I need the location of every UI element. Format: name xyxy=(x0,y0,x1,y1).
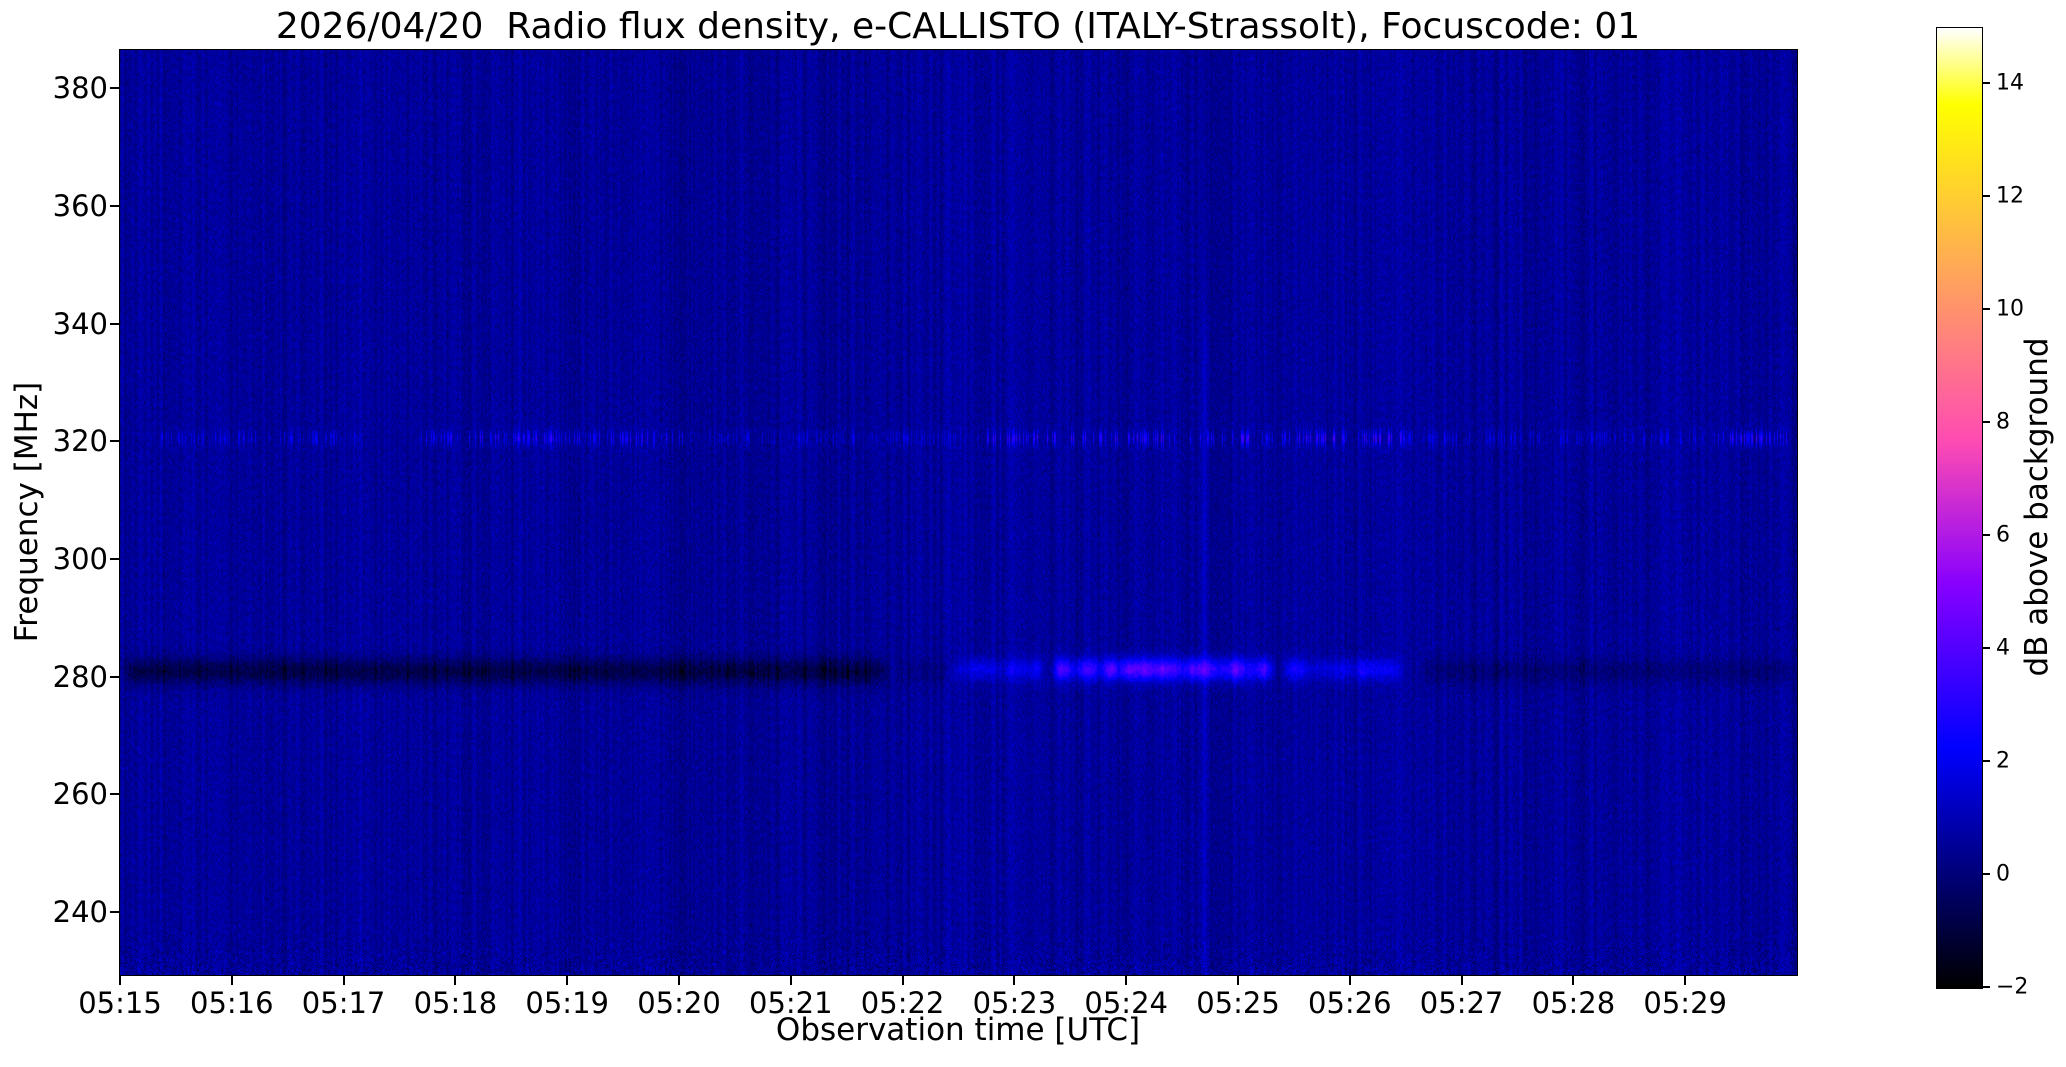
x-axis-label: Observation time [UTC] xyxy=(775,1012,1141,1048)
colorbar-tick-mark xyxy=(1982,82,1990,85)
x-tick-mark xyxy=(1572,976,1575,985)
x-tick-label: 05:21 xyxy=(749,986,833,1020)
colorbar-tick-label: 6 xyxy=(1996,522,2010,548)
colorbar-tick-mark xyxy=(1982,760,1990,763)
y-tick-label: 340 xyxy=(52,306,108,341)
colorbar-tick-mark xyxy=(1982,195,1990,198)
y-tick-label: 300 xyxy=(52,541,108,576)
x-tick-mark xyxy=(1460,976,1463,985)
colorbar-label: dB above background xyxy=(2019,337,2055,677)
colorbar-canvas xyxy=(1937,28,1982,988)
colorbar-tick-mark xyxy=(1982,986,1990,988)
spectrogram-canvas xyxy=(120,50,1797,975)
colorbar-tick-label: 10 xyxy=(1996,296,2024,322)
x-tick-mark xyxy=(1684,976,1687,985)
y-tick-label: 320 xyxy=(52,424,108,459)
x-tick-label: 05:25 xyxy=(1196,986,1280,1020)
colorbar-tick-label: 2 xyxy=(1996,748,2010,774)
x-tick-label: 05:20 xyxy=(637,986,721,1020)
x-tick-mark xyxy=(230,976,233,985)
colorbar-tick-label: 14 xyxy=(1996,70,2024,96)
colorbar-tick-label: 8 xyxy=(1996,409,2010,435)
colorbar-tick-label: −2 xyxy=(1996,974,2029,1000)
x-tick-label: 05:17 xyxy=(301,986,386,1020)
x-tick-mark xyxy=(1237,976,1239,985)
y-tick-mark xyxy=(110,911,119,914)
x-tick-mark xyxy=(566,976,569,985)
x-tick-mark xyxy=(119,976,121,985)
x-tick-label: 05:29 xyxy=(1643,986,1727,1020)
colorbar-tick-mark xyxy=(1982,421,1990,424)
colorbar-tick-mark xyxy=(1982,308,1990,311)
y-tick-label: 240 xyxy=(52,895,108,930)
plot-area xyxy=(119,49,1798,976)
y-tick-mark xyxy=(110,204,119,207)
y-tick-label: 380 xyxy=(52,71,108,106)
y-tick-mark xyxy=(110,322,119,325)
y-tick-mark xyxy=(110,675,119,678)
x-tick-mark xyxy=(678,976,680,985)
x-tick-mark xyxy=(342,976,345,985)
colorbar xyxy=(1936,27,1983,989)
y-tick-label: 260 xyxy=(52,777,108,812)
x-tick-label: 05:18 xyxy=(413,986,498,1020)
y-tick-label: 360 xyxy=(52,188,108,223)
x-tick-mark xyxy=(789,976,792,985)
x-tick-mark xyxy=(1013,976,1016,985)
x-tick-mark xyxy=(454,976,457,985)
colorbar-tick-label: 12 xyxy=(1996,183,2024,209)
x-tick-mark xyxy=(901,976,904,985)
y-tick-label: 280 xyxy=(52,659,108,694)
y-tick-mark xyxy=(110,557,119,560)
y-tick-mark xyxy=(110,793,119,796)
x-tick-label: 05:27 xyxy=(1419,986,1504,1020)
x-tick-mark xyxy=(1125,976,1128,985)
x-tick-label: 05:16 xyxy=(190,986,274,1020)
y-tick-mark xyxy=(110,440,119,443)
x-tick-label: 05:24 xyxy=(1084,986,1168,1020)
y-tick-mark xyxy=(110,87,119,90)
chart-title: 2026/04/20 Radio flux density, e-CALLIST… xyxy=(275,6,1641,47)
x-tick-mark xyxy=(1348,976,1351,985)
colorbar-tick-mark xyxy=(1982,873,1990,876)
x-tick-label: 05:26 xyxy=(1308,986,1392,1020)
colorbar-tick-label: 4 xyxy=(1996,635,2010,661)
x-tick-label: 05:28 xyxy=(1531,986,1616,1020)
x-tick-label: 05:22 xyxy=(860,986,945,1020)
colorbar-tick-label: 0 xyxy=(1996,861,2010,887)
y-axis-label: Frequency [MHz] xyxy=(9,381,45,643)
colorbar-tick-mark xyxy=(1982,534,1990,537)
x-tick-label: 05:19 xyxy=(525,986,609,1020)
x-tick-label: 05:15 xyxy=(78,986,162,1020)
x-tick-label: 05:23 xyxy=(972,986,1057,1020)
colorbar-tick-mark xyxy=(1982,647,1990,650)
